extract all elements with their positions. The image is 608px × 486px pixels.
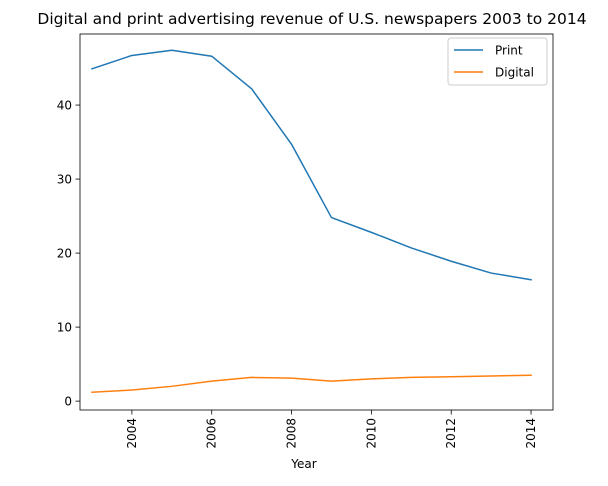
axes-frame <box>79 33 554 411</box>
y-tick-label: 40 <box>57 98 72 112</box>
y-tick-label: 20 <box>57 246 72 260</box>
y-tick-label: 10 <box>57 320 72 334</box>
y-tick-label: 0 <box>64 394 72 408</box>
x-tick-label: 2006 <box>205 418 219 449</box>
legend-label-print: Print <box>495 43 523 57</box>
x-tick-label: 2014 <box>524 418 538 449</box>
legend: Print Digital <box>447 37 548 86</box>
x-tick-label: 2010 <box>364 418 378 449</box>
chart-title: Digital and print advertising revenue of… <box>37 10 586 28</box>
x-tick-label: 2004 <box>125 418 139 449</box>
x-tick-label: 2008 <box>285 418 299 449</box>
series-line-digital <box>91 374 532 394</box>
plot-area: 2004 2006 2008 2010 2012 2014 0 10 20 30 40 <box>57 33 554 449</box>
legend-label-digital: Digital <box>495 65 534 79</box>
x-tick-label: 2012 <box>444 418 458 449</box>
y-tick-label: 30 <box>57 172 72 186</box>
series-line-print <box>91 49 532 281</box>
x-axis-label: Year <box>290 457 316 471</box>
